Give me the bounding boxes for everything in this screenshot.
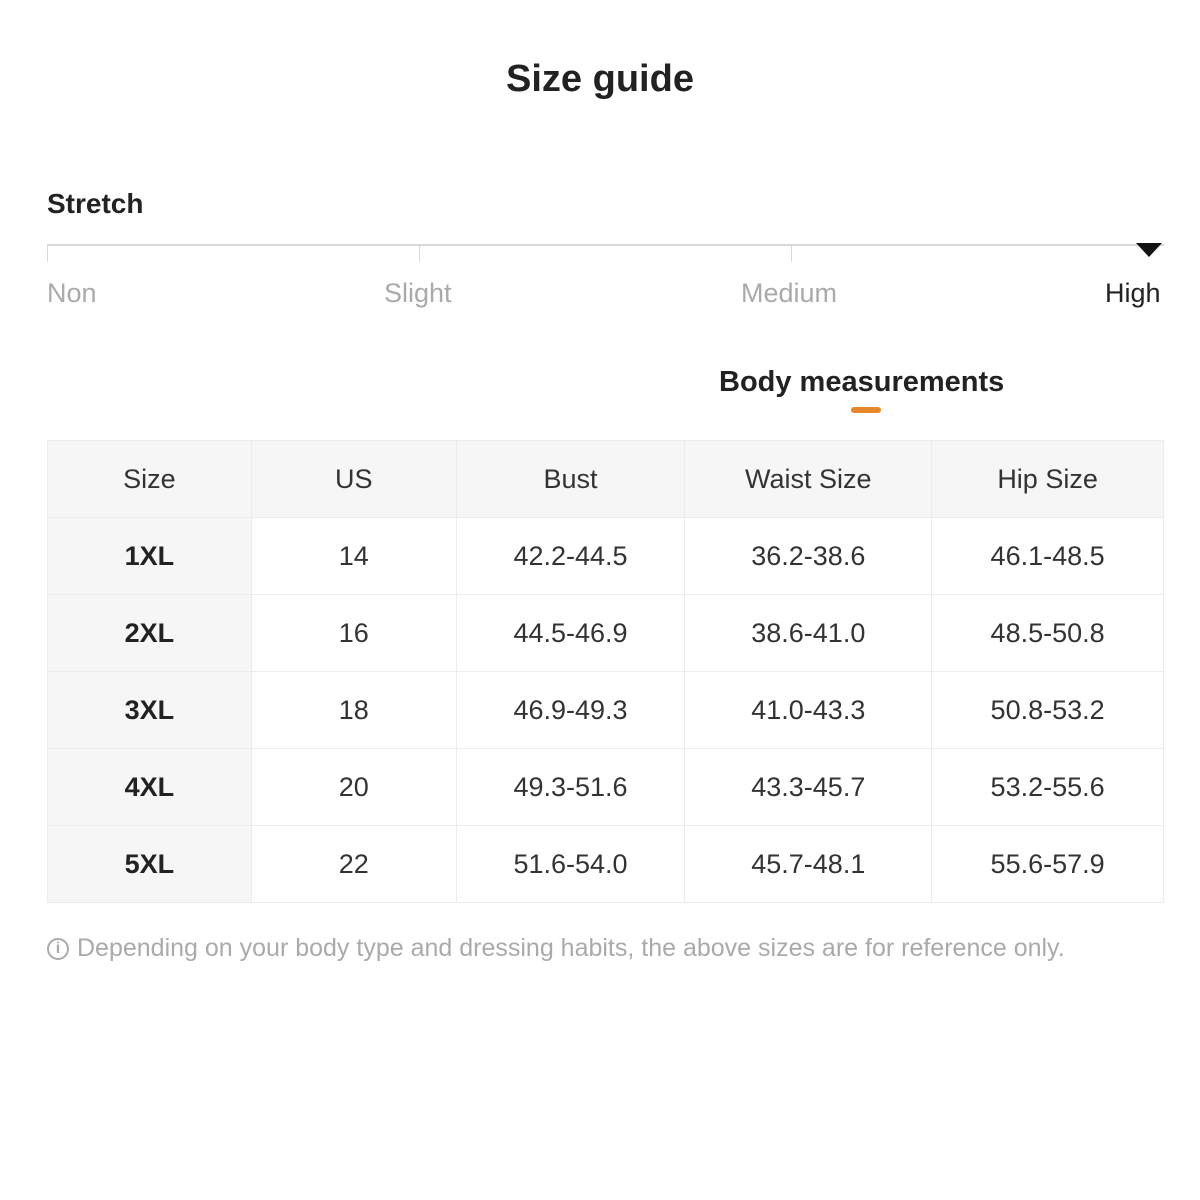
table-cell: 46.9-49.3 bbox=[455, 671, 686, 749]
table-cell: 49.3-51.6 bbox=[455, 748, 686, 826]
table-cell: 45.7-48.1 bbox=[684, 825, 933, 903]
table-cell: 5XL bbox=[47, 825, 252, 903]
table-cell: 36.2-38.6 bbox=[684, 517, 933, 595]
size-table: Size US Bust Waist Size Hip Size 1XL 14 42.2-4… bbox=[47, 440, 1164, 903]
page-title: Size guide bbox=[506, 58, 694, 100]
table-row: 5XL 22 51.6-54.0 45.7-48.1 55.6-57.9 bbox=[47, 825, 1164, 903]
table-cell: 4XL bbox=[47, 748, 252, 826]
table-cell: 14 bbox=[250, 517, 457, 595]
table-row: 2XL 16 44.5-46.9 38.6-41.0 48.5-50.8 bbox=[47, 594, 1164, 672]
column-header: Waist Size bbox=[684, 440, 933, 518]
table-cell: 44.5-46.9 bbox=[455, 594, 686, 672]
tab-active-indicator bbox=[851, 407, 881, 413]
table-cell: 22 bbox=[250, 825, 457, 903]
column-header: Bust bbox=[455, 440, 686, 518]
table-cell: 38.6-41.0 bbox=[684, 594, 933, 672]
table-cell: 16 bbox=[250, 594, 457, 672]
stretch-level-medium: Medium bbox=[741, 278, 838, 308]
stretch-level-non: Non bbox=[47, 278, 97, 308]
table-cell: 46.1-48.5 bbox=[931, 517, 1164, 595]
table-header-row: Size US Bust Waist Size Hip Size bbox=[47, 440, 1164, 518]
tab-body-measurements[interactable]: Body measurements bbox=[719, 366, 1005, 398]
scale-tick bbox=[419, 244, 420, 262]
scale-tick bbox=[791, 244, 792, 262]
table-cell: 18 bbox=[250, 671, 457, 749]
disclaimer-note: i Depending on your body type and dressi… bbox=[47, 934, 1065, 963]
table-row: 1XL 14 42.2-44.5 36.2-38.6 46.1-48.5 bbox=[47, 517, 1164, 595]
table-row: 4XL 20 49.3-51.6 43.3-45.7 53.2-55.6 bbox=[47, 748, 1164, 826]
column-header: Size bbox=[47, 440, 252, 518]
table-cell: 53.2-55.6 bbox=[931, 748, 1164, 826]
scale-tick bbox=[47, 244, 48, 262]
stretch-label: Stretch bbox=[47, 188, 144, 219]
table-cell: 51.6-54.0 bbox=[455, 825, 686, 903]
table-cell: 50.8-53.2 bbox=[931, 671, 1164, 749]
table-cell: 55.6-57.9 bbox=[931, 825, 1164, 903]
stretch-level-high: High bbox=[1105, 278, 1161, 308]
disclaimer-text: Depending on your body type and dressing… bbox=[77, 934, 1065, 962]
column-header: Hip Size bbox=[931, 440, 1164, 518]
info-icon: i bbox=[47, 937, 69, 960]
table-cell: 3XL bbox=[47, 671, 252, 749]
stretch-scale bbox=[47, 243, 1164, 262]
column-header: US bbox=[250, 440, 457, 518]
table-cell: 41.0-43.3 bbox=[684, 671, 933, 749]
table-cell: 2XL bbox=[47, 594, 252, 672]
table-row: 3XL 18 46.9-49.3 41.0-43.3 50.8-53.2 bbox=[47, 671, 1164, 749]
table-cell: 43.3-45.7 bbox=[684, 748, 933, 826]
table-cell: 20 bbox=[250, 748, 457, 826]
stretch-marker-icon bbox=[1136, 243, 1162, 257]
table-cell: 1XL bbox=[47, 517, 252, 595]
table-cell: 48.5-50.8 bbox=[931, 594, 1164, 672]
stretch-level-slight: Slight bbox=[384, 278, 452, 308]
table-cell: 42.2-44.5 bbox=[455, 517, 686, 595]
